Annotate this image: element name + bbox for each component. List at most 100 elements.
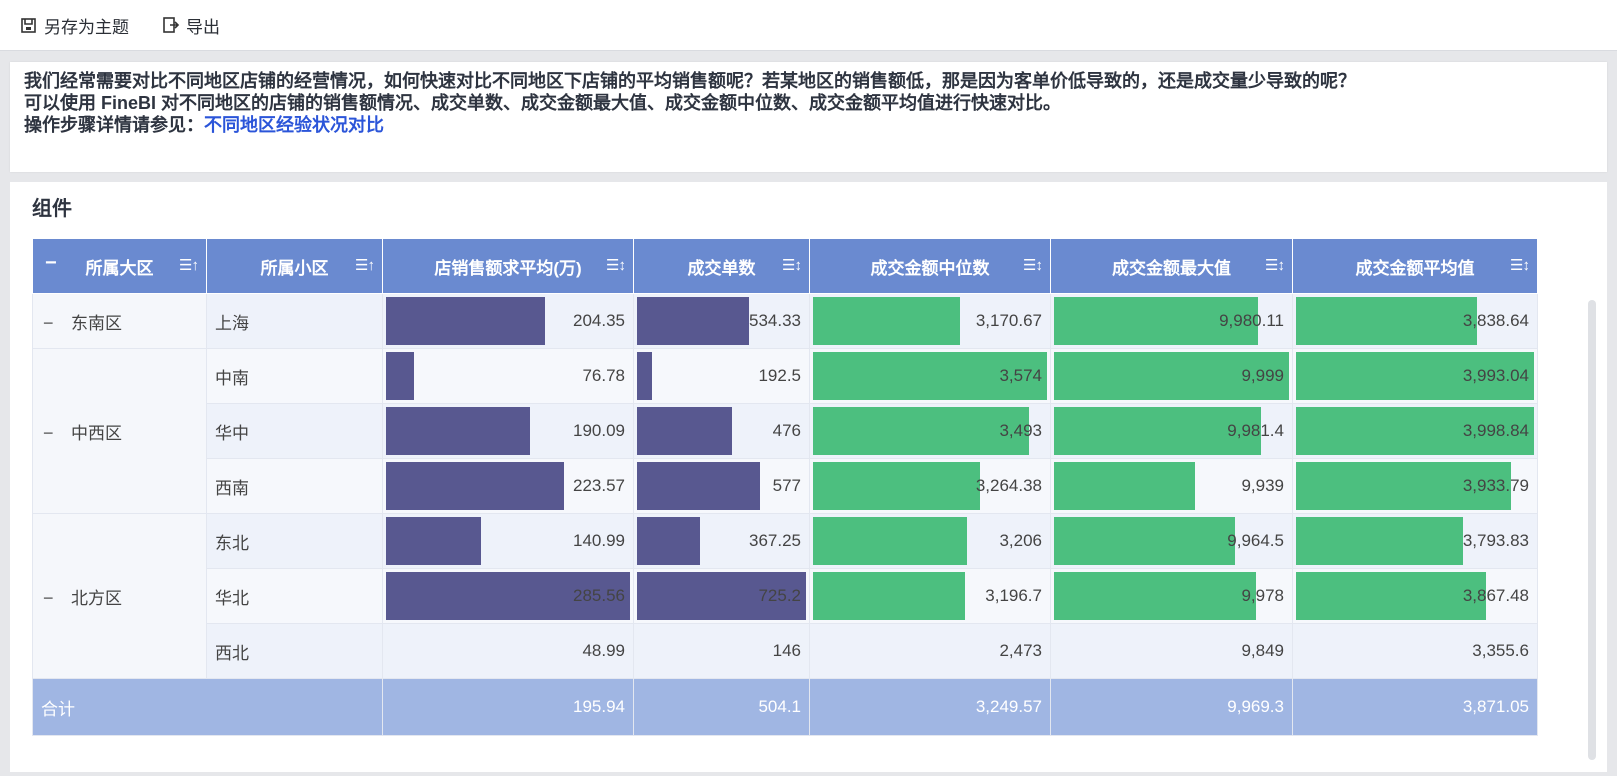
subregion-cell: 中南 [206, 348, 383, 404]
mean-cell: 3,867.48 [1292, 568, 1538, 624]
max-bar [1054, 352, 1289, 400]
export-button[interactable]: 导出 [162, 14, 220, 37]
max-cell: 9,978 [1050, 568, 1293, 624]
mean-cell: 3,933.79 [1292, 458, 1538, 514]
sort-icon[interactable]: ☰↕ [1265, 257, 1285, 274]
median-cell: 3,206 [809, 513, 1051, 569]
sort-asc-icon[interactable]: ☰↑ [179, 257, 199, 274]
description-line-2: 可以使用 FineBI 对不同地区的店铺的销售额情况、成交单数、成交金额最大值、… [24, 93, 1061, 113]
subregion-cell: 华中 [206, 403, 383, 459]
total-label: 合计 [32, 678, 383, 736]
table-row: − 北方区 东北 140.99 367.25 3,206 9,964.5 3,79… [32, 513, 1538, 679]
orders-cell: 577 [633, 458, 810, 514]
region-cell: − 北方区 [32, 513, 207, 679]
mean-cell: 3,998.84 [1292, 403, 1538, 459]
save-as-theme-label: 另存为主题 [44, 17, 129, 37]
orders-cell: 367.25 [633, 513, 810, 569]
median-cell: 3,574 [809, 348, 1051, 404]
subregion-cell: 上海 [206, 293, 383, 349]
sort-icon[interactable]: ☰↕ [1510, 257, 1530, 274]
orders-bar [637, 352, 652, 400]
mean-bar [1296, 407, 1534, 455]
max-cell: 9,939 [1050, 458, 1293, 514]
max-cell: 9,964.5 [1050, 513, 1293, 569]
max-bar [1054, 462, 1195, 510]
mean-bar [1296, 517, 1463, 565]
avg-cell: 285.56 [382, 568, 634, 624]
table-row: − 中西区 中南 76.78 192.5 3,574 9,999 3,993.04 [32, 348, 1538, 514]
header-orders[interactable]: 成交单数 ☰↕ [633, 238, 810, 294]
sort-icon[interactable]: ☰↕ [606, 257, 626, 274]
max-bar [1054, 297, 1258, 345]
sort-icon[interactable]: ☰↕ [1023, 257, 1043, 274]
mean-bar [1296, 352, 1534, 400]
collapse-icon[interactable]: − [43, 312, 54, 333]
orders-bar [637, 517, 700, 565]
subregion-cell: 西南 [206, 458, 383, 514]
total-max: 9,969.3 [1050, 678, 1293, 736]
avg-cell: 223.57 [382, 458, 634, 514]
sort-icon[interactable]: ☰↕ [782, 257, 802, 274]
description-line-3-prefix: 操作步骤详情请参见： [24, 115, 204, 135]
median-bar [813, 352, 1047, 400]
header-mean[interactable]: 成交金额平均值 ☰↕ [1292, 238, 1538, 294]
description-line-1: 我们经常需要对比不同地区店铺的经营情况，如何快速对比不同地区下店铺的平均销售额呢… [24, 71, 1356, 91]
region-cell: − 东南区 [32, 293, 207, 349]
save-theme-icon [21, 18, 36, 33]
subregion-cell: 西北 [206, 623, 383, 679]
header-max[interactable]: 成交金额最大值 ☰↕ [1050, 238, 1293, 294]
orders-bar [637, 462, 760, 510]
median-cell: 3,264.38 [809, 458, 1051, 514]
total-row: 合计 195.94 504.1 3,249.57 9,969.3 3,871.0… [32, 678, 1538, 736]
median-bar [813, 572, 965, 620]
orders-cell: 725.2 [633, 568, 810, 624]
description-line-3: 操作步骤详情请参见：不同地区经验状况对比 [24, 114, 1356, 136]
mean-bar [1296, 572, 1486, 620]
description-link[interactable]: 不同地区经验状况对比 [204, 115, 384, 135]
total-median: 3,249.57 [809, 678, 1051, 736]
mean-bar [1296, 297, 1477, 345]
avg-cell: 190.09 [382, 403, 634, 459]
avg-cell: 76.78 [382, 348, 634, 404]
orders-cell: 192.5 [633, 348, 810, 404]
median-cell: 3,170.67 [809, 293, 1051, 349]
total-orders: 504.1 [633, 678, 810, 736]
total-avg: 195.94 [382, 678, 634, 736]
mean-cell: 3,793.83 [1292, 513, 1538, 569]
median-bar [813, 407, 1029, 455]
avg-bar [386, 407, 530, 455]
vertical-scrollbar[interactable] [1588, 300, 1596, 760]
table-row: 西北 48.99 146 2,473 9,849 3,355.6 [33, 623, 1538, 679]
mean-cell: 3,993.04 [1292, 348, 1538, 404]
median-bar [813, 517, 967, 565]
max-bar [1054, 517, 1235, 565]
median-bar [813, 297, 960, 345]
pivot-table: − 所属大区 ☰↑ 所属小区 ☰↑ 店销售额求平均(万) ☰↕ 成交单数 ☰↕ 成交金额中… [32, 238, 1538, 736]
save-as-theme-button[interactable]: 另存为主题 [20, 14, 129, 37]
max-cell: 9,980.11 [1050, 293, 1293, 349]
component-title: 组件 [32, 198, 72, 220]
mean-bar [1296, 462, 1511, 510]
export-icon [163, 17, 180, 33]
collapse-icon[interactable]: − [43, 422, 54, 443]
avg-cell: 140.99 [382, 513, 634, 569]
header-median[interactable]: 成交金额中位数 ☰↕ [809, 238, 1051, 294]
median-cell: 3,493 [809, 403, 1051, 459]
description-panel: 我们经常需要对比不同地区店铺的经营情况，如何快速对比不同地区下店铺的平均销售额呢… [10, 62, 1607, 172]
median-bar [813, 462, 980, 510]
table-row: 西南 223.57 577 3,264.38 9,939 3,933.79 [33, 458, 1538, 514]
collapse-all-icon[interactable]: − [45, 252, 57, 274]
orders-cell: 534.33 [633, 293, 810, 349]
avg-bar [386, 462, 564, 510]
region-cell: − 中西区 [32, 348, 207, 514]
header-avg-sales[interactable]: 店销售额求平均(万) ☰↕ [382, 238, 634, 294]
avg-bar [386, 297, 545, 345]
collapse-icon[interactable]: − [43, 587, 54, 608]
header-subregion[interactable]: 所属小区 ☰↑ [206, 238, 383, 294]
toolbar: 另存为主题 导出 [0, 0, 1617, 51]
table-row: 华北 285.56 725.2 3,196.7 9,978 3,867.48 [33, 568, 1538, 624]
total-mean: 3,871.05 [1292, 678, 1538, 736]
orders-bar [637, 407, 732, 455]
sort-asc-icon[interactable]: ☰↑ [355, 257, 375, 274]
header-region[interactable]: − 所属大区 ☰↑ [32, 238, 207, 294]
